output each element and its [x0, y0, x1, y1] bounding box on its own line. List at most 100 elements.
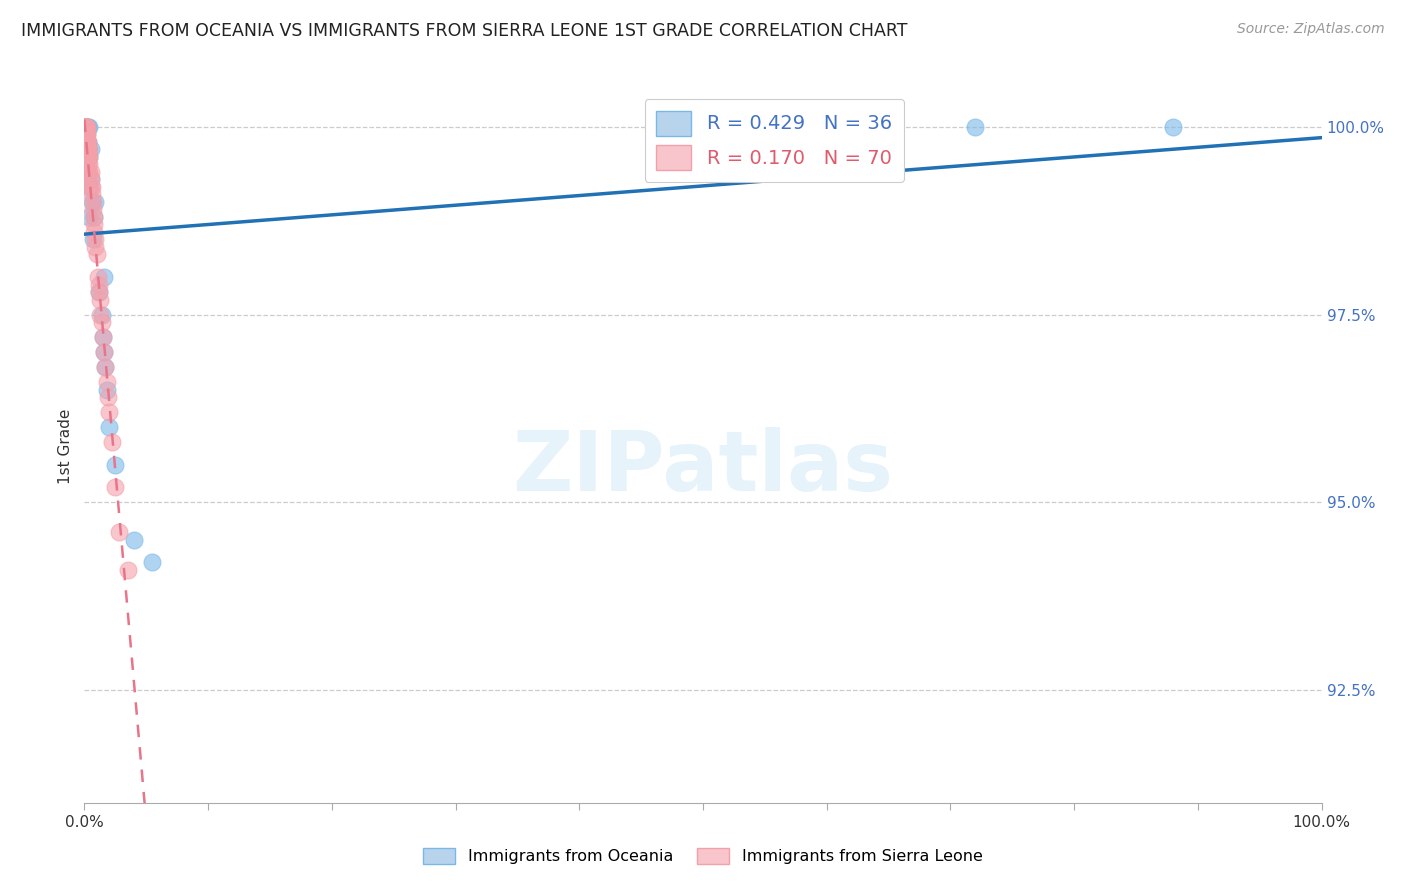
- Point: [98, 420, 121, 434]
- Point: [75, 135, 97, 149]
- Point: [80, 179, 103, 194]
- Point: [84, 194, 107, 209]
- Point: [77, 142, 100, 156]
- Point: [77, 142, 100, 156]
- Text: ZIPatlas: ZIPatlas: [513, 427, 893, 508]
- Point: [75, 128, 97, 142]
- Point: [73, 120, 96, 134]
- Point: [77, 120, 100, 134]
- Point: [73, 157, 96, 171]
- Point: [93, 270, 115, 285]
- Point: [75, 142, 97, 156]
- Point: [83, 225, 105, 239]
- Legend: R = 0.429   N = 36, R = 0.170   N = 70: R = 0.429 N = 36, R = 0.170 N = 70: [644, 99, 904, 182]
- Point: [79, 179, 101, 194]
- Point: [93, 345, 115, 359]
- Point: [96, 375, 118, 389]
- Point: [73, 120, 96, 134]
- Point: [73, 120, 96, 134]
- Point: [90, 308, 112, 322]
- Point: [117, 563, 139, 577]
- Point: [108, 525, 131, 540]
- Point: [77, 142, 100, 156]
- Point: [77, 157, 100, 171]
- Point: [80, 194, 103, 209]
- Point: [73, 120, 96, 134]
- Point: [82, 202, 104, 217]
- Point: [75, 128, 97, 142]
- Point: [79, 165, 101, 179]
- Point: [75, 135, 97, 149]
- Point: [73, 120, 96, 134]
- Point: [75, 128, 97, 142]
- Point: [82, 232, 104, 246]
- Point: [82, 194, 104, 209]
- Point: [79, 210, 101, 224]
- Point: [75, 120, 97, 134]
- Point: [73, 120, 96, 134]
- Point: [79, 172, 101, 186]
- Point: [91, 330, 114, 344]
- Point: [73, 120, 96, 134]
- Point: [76, 135, 98, 149]
- Point: [76, 142, 98, 156]
- Point: [94, 360, 117, 375]
- Point: [89, 285, 111, 299]
- Point: [87, 270, 110, 285]
- Point: [75, 120, 97, 134]
- Point: [79, 150, 101, 164]
- Point: [89, 308, 111, 322]
- Point: [79, 120, 101, 134]
- Point: [96, 383, 118, 397]
- Point: [965, 120, 987, 134]
- Point: [84, 232, 107, 246]
- Y-axis label: 1st Grade: 1st Grade: [58, 409, 73, 483]
- Point: [90, 315, 112, 329]
- Point: [77, 165, 100, 179]
- Point: [75, 120, 97, 134]
- Point: [79, 142, 101, 156]
- Point: [76, 135, 98, 149]
- Point: [141, 556, 163, 570]
- Point: [100, 435, 122, 450]
- Point: [104, 458, 127, 472]
- Point: [76, 135, 98, 149]
- Point: [89, 293, 111, 307]
- Point: [80, 187, 103, 202]
- Point: [75, 135, 97, 149]
- Point: [94, 360, 117, 375]
- Point: [76, 135, 98, 149]
- Point: [1161, 120, 1184, 134]
- Point: [77, 135, 100, 149]
- Point: [97, 390, 120, 404]
- Point: [79, 165, 101, 179]
- Point: [76, 120, 98, 134]
- Point: [77, 135, 100, 149]
- Point: [122, 533, 145, 547]
- Point: [83, 210, 105, 224]
- Point: [89, 285, 111, 299]
- Point: [79, 172, 101, 186]
- Point: [83, 210, 105, 224]
- Point: [83, 218, 105, 232]
- Point: [75, 120, 97, 134]
- Point: [75, 150, 97, 164]
- Point: [73, 120, 96, 134]
- Point: [93, 345, 115, 359]
- Point: [76, 150, 98, 164]
- Point: [73, 128, 96, 142]
- Point: [73, 120, 96, 134]
- Point: [75, 120, 97, 134]
- Text: Source: ZipAtlas.com: Source: ZipAtlas.com: [1237, 22, 1385, 37]
- Point: [75, 120, 97, 134]
- Point: [75, 120, 97, 134]
- Point: [79, 179, 101, 194]
- Text: IMMIGRANTS FROM OCEANIA VS IMMIGRANTS FROM SIERRA LEONE 1ST GRADE CORRELATION CH: IMMIGRANTS FROM OCEANIA VS IMMIGRANTS FR…: [21, 22, 908, 40]
- Point: [73, 128, 96, 142]
- Legend: Immigrants from Oceania, Immigrants from Sierra Leone: Immigrants from Oceania, Immigrants from…: [416, 841, 990, 871]
- Point: [76, 128, 98, 142]
- Point: [104, 480, 127, 494]
- Point: [86, 247, 108, 261]
- Point: [79, 142, 101, 156]
- Point: [91, 330, 114, 344]
